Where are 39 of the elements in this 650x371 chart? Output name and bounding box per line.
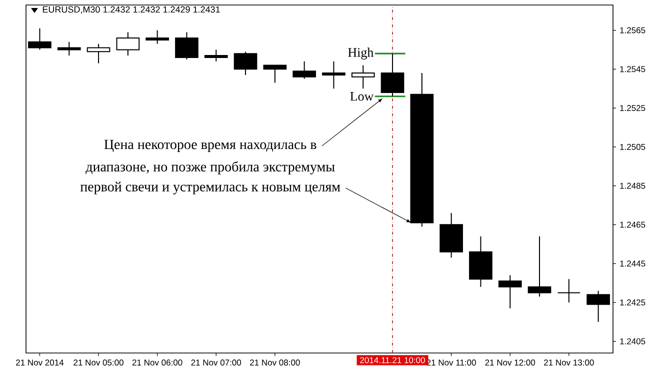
x-tick-label: 21 Nov 13:00 [544, 360, 594, 366]
candlestick [86, 43, 110, 64]
annotation: Цена некоторое время находилась в [104, 140, 316, 152]
series-label: Low [350, 92, 374, 101]
candlestick [292, 60, 316, 80]
x-tick-label: 21 Nov 05:00 [74, 360, 124, 366]
chart-title: EURUSD,M30 1.2432 1.2432 1.2429 1.2431 [42, 6, 220, 14]
candlestick [586, 290, 610, 322]
candlestick [498, 274, 522, 309]
candlestick [322, 60, 346, 90]
candlestick [234, 51, 258, 76]
candlestick [528, 236, 552, 298]
x-tick-label: 21 Nov 07:00 [191, 360, 242, 366]
y-tick-label: 1.2545 [620, 66, 646, 72]
ref-line-label: 2014.11.21 10:00 [360, 357, 425, 364]
candlestick [116, 32, 140, 56]
candlestick [204, 49, 228, 62]
candlestick [175, 32, 198, 60]
candlestick [351, 64, 375, 90]
candlestick [28, 28, 52, 50]
x-tick-label: 21 Nov 2014 [16, 360, 64, 366]
annotation: первой свечи и устремилась к новым целям [80, 182, 340, 194]
candlestick [380, 53, 404, 97]
candlestick [557, 278, 581, 303]
y-tick-label: 1.2405 [620, 338, 646, 344]
y-tick-label: 1.2425 [620, 299, 646, 306]
y-tick-label: 1.2485 [620, 182, 646, 189]
candlestick [263, 64, 287, 84]
candlestick [146, 30, 169, 44]
y-tick-label: 1.2505 [620, 144, 646, 150]
x-tick-label: 21 Nov 12:00 [485, 360, 536, 366]
annotation: диапазоне, но позже пробила экстремумы [86, 161, 335, 174]
series-label: High [348, 48, 374, 60]
y-tick-label: 1.2465 [620, 222, 646, 228]
y-tick-label: 1.2525 [620, 105, 646, 112]
y-tick-label: 1.2445 [620, 260, 646, 267]
y-tick-label: 1.2565 [620, 27, 646, 34]
x-tick-label: 21 Nov 06:00 [132, 360, 182, 366]
x-tick-label: 21 Nov 08:00 [250, 360, 300, 366]
